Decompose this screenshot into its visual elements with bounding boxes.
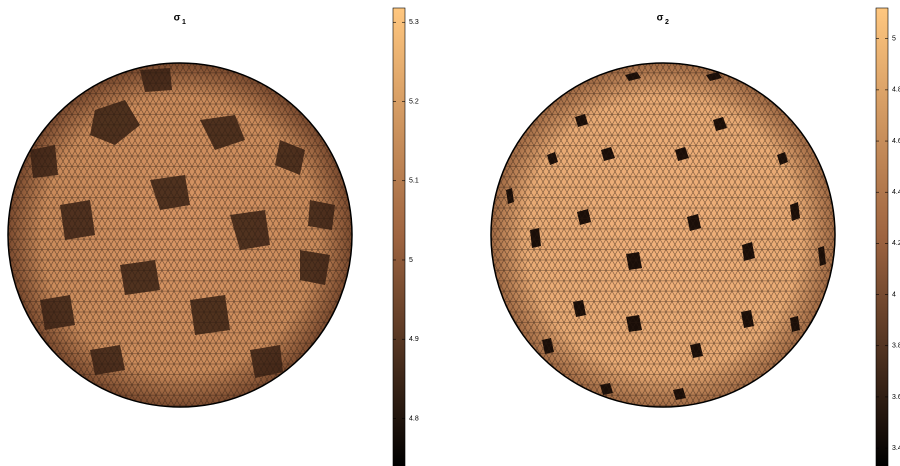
- colorbar: [393, 8, 405, 466]
- tick-label: 5.2: [409, 98, 419, 105]
- title-subscript: 1: [182, 19, 186, 26]
- tick-label: 4.4: [892, 189, 900, 196]
- tick-label: 4.8: [892, 87, 900, 94]
- page: σ15.35.25.154.94.8σ254.84.64.44.243.83.6…: [0, 0, 900, 466]
- sphere-1: [8, 63, 352, 407]
- tick-label: 3.6: [892, 394, 900, 401]
- tick-label: 5: [409, 257, 413, 264]
- tick-label: 5: [892, 36, 896, 43]
- tick-label: 5.3: [409, 19, 419, 26]
- title: σ: [174, 13, 181, 24]
- title-subscript: 2: [665, 19, 669, 26]
- tick-label: 5.1: [409, 178, 419, 185]
- sphere-2: [491, 63, 835, 407]
- tick-label: 4.6: [892, 138, 900, 145]
- tick-label: 4.2: [892, 240, 900, 247]
- tick-label: 3.4: [892, 445, 900, 452]
- tick-label: 3.8: [892, 343, 900, 350]
- tick-label: 4.8: [409, 415, 419, 422]
- tick-label: 4: [892, 291, 896, 298]
- tick-label: 4.9: [409, 336, 419, 343]
- title: σ: [657, 13, 664, 24]
- colorbar: [876, 8, 888, 466]
- figure: σ15.35.25.154.94.8σ254.84.64.44.243.83.6…: [0, 0, 900, 466]
